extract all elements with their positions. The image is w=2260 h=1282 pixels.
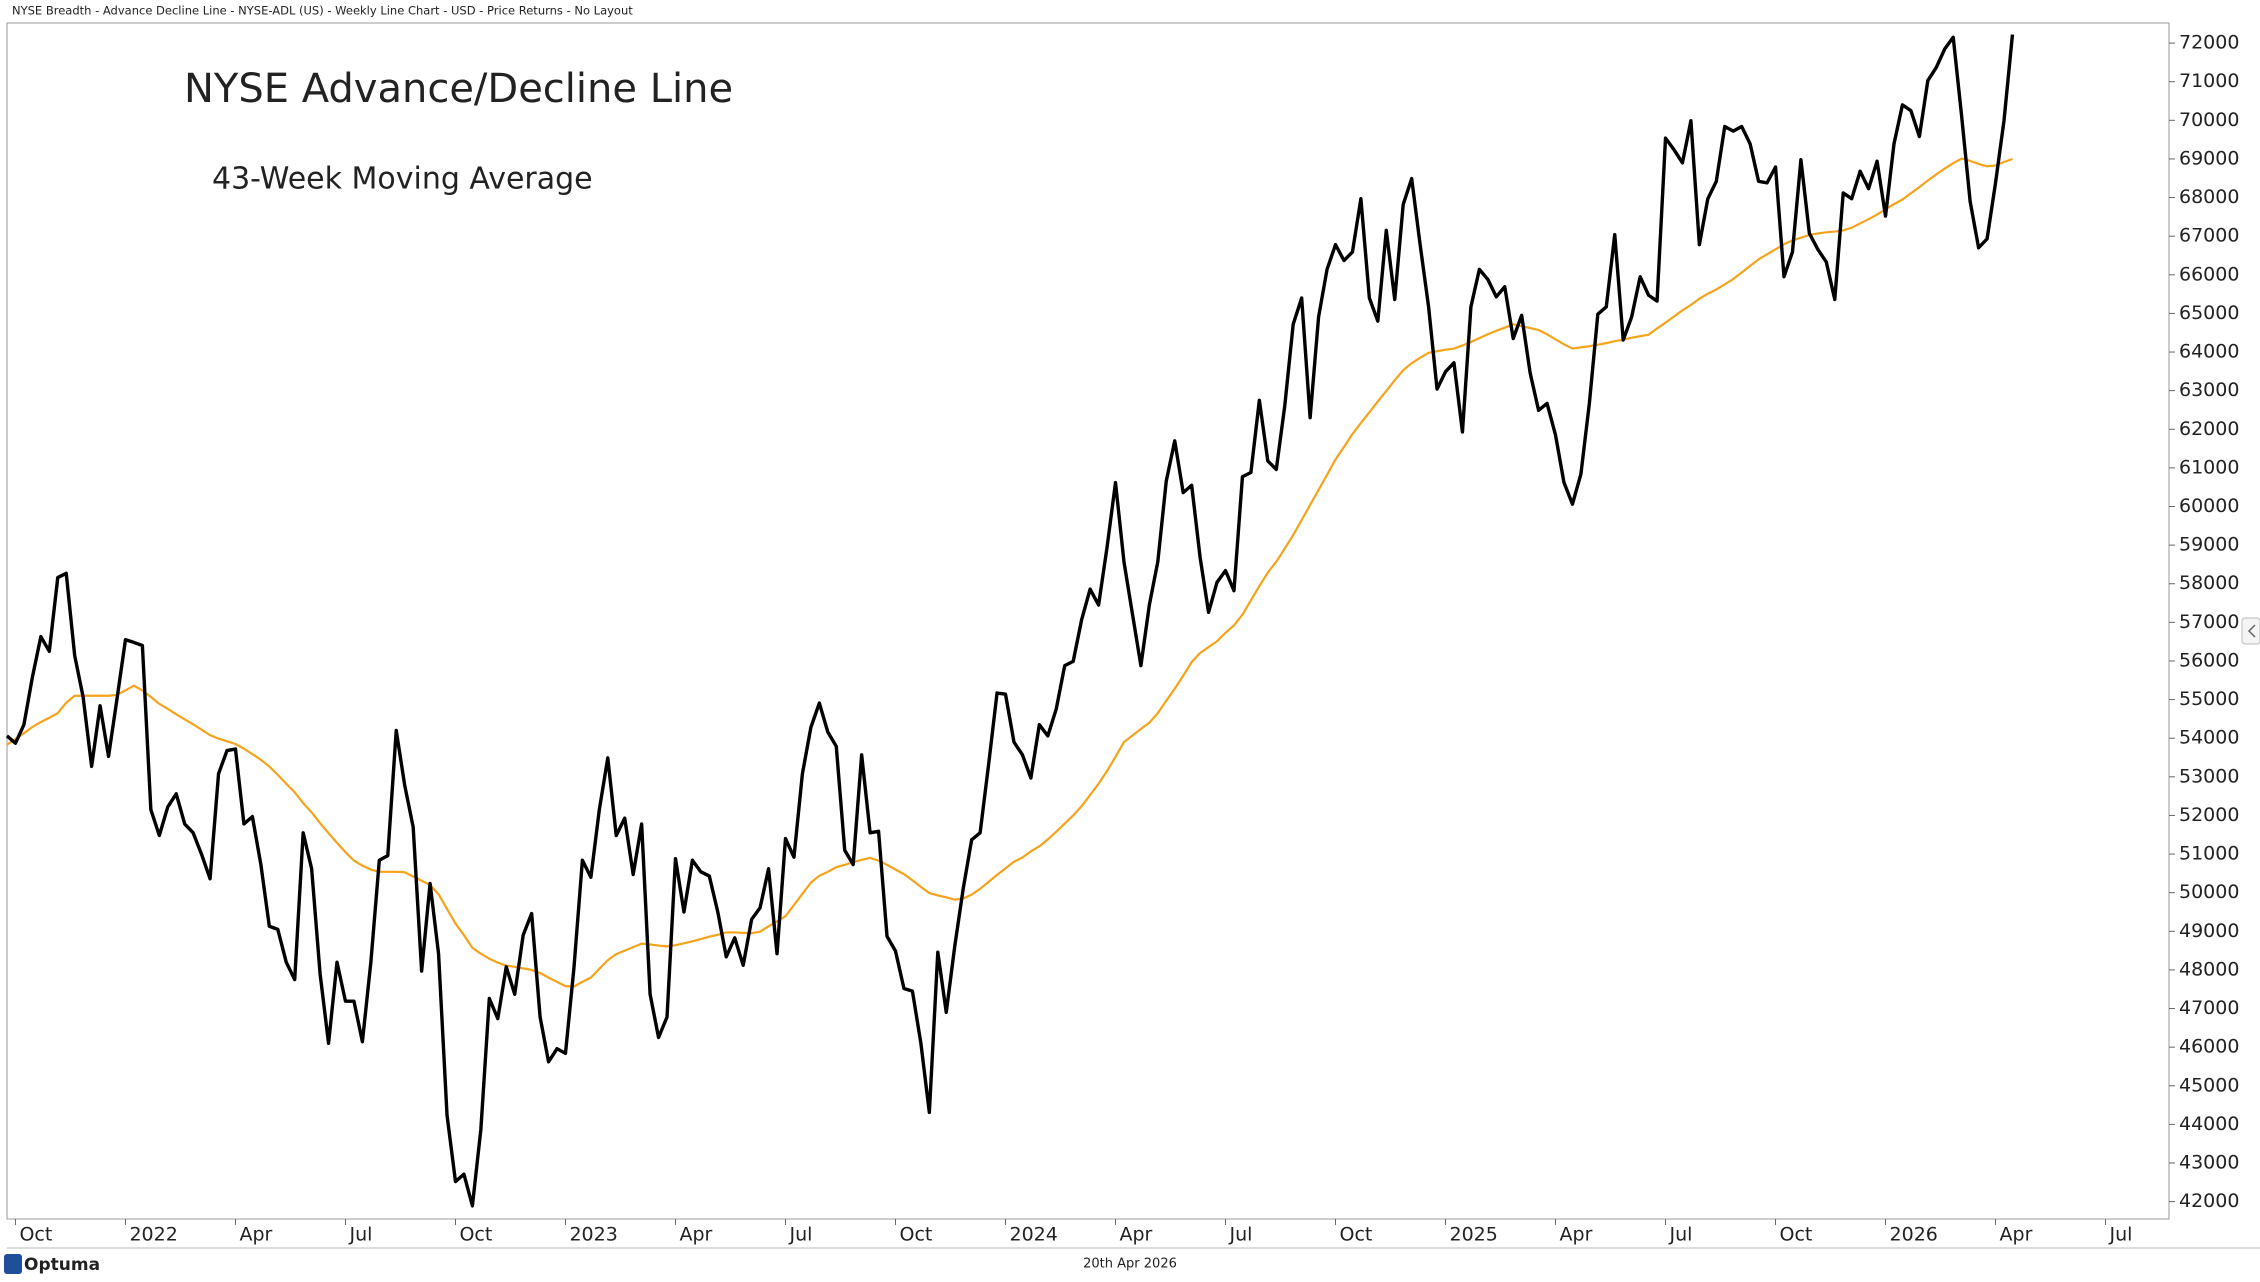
y-tick-label: 45000 <box>2179 1074 2239 1096</box>
x-tick-label: Apr <box>2000 1224 2033 1246</box>
y-tick-label: 47000 <box>2179 997 2239 1019</box>
y-tick-label: 58000 <box>2179 572 2239 594</box>
series-line <box>6 157 2013 988</box>
y-tick-label: 72000 <box>2179 32 2239 54</box>
x-tick-label: Apr <box>239 1224 272 1246</box>
series-line <box>5 34 2015 1208</box>
x-tick-label: 2022 <box>129 1224 177 1246</box>
y-tick-label: 44000 <box>2179 1113 2239 1135</box>
y-tick-label: 42000 <box>2179 1190 2239 1212</box>
y-tick-label: 48000 <box>2179 958 2239 980</box>
x-tick-label: Oct <box>19 1224 52 1246</box>
y-tick-label: 68000 <box>2179 186 2239 208</box>
y-tick-label: 57000 <box>2179 611 2239 633</box>
y-tick-label: 71000 <box>2179 70 2239 92</box>
side-tab[interactable] <box>2241 617 2260 645</box>
x-tick-label: Jul <box>1229 1224 1253 1246</box>
y-tick-label: 66000 <box>2179 263 2239 285</box>
side-tab-arrow <box>2247 624 2256 638</box>
y-tick-label: 52000 <box>2179 804 2239 826</box>
x-tick-label: Oct <box>899 1224 932 1246</box>
x-tick-label: Jul <box>1669 1224 1693 1246</box>
brand-logo <box>4 1254 22 1274</box>
x-tick-label: Apr <box>1560 1224 1593 1246</box>
y-tick-label: 60000 <box>2179 495 2239 517</box>
x-tick-label: Oct <box>459 1224 492 1246</box>
x-tick-label: Oct <box>1340 1224 1373 1246</box>
y-tick-label: 56000 <box>2179 649 2239 671</box>
x-tick-label: Apr <box>1120 1224 1153 1246</box>
x-tick-label: Apr <box>679 1224 712 1246</box>
y-tick-label: 63000 <box>2179 379 2239 401</box>
x-tick-label: Jul <box>348 1224 372 1246</box>
x-tick-label: Oct <box>1780 1224 1813 1246</box>
y-tick-label: 62000 <box>2179 418 2239 440</box>
brand: Optuma <box>24 1255 100 1275</box>
y-tick-label: 51000 <box>2179 843 2239 865</box>
y-tick-label: 64000 <box>2179 341 2239 363</box>
legend-entry: 43-Week Moving Average <box>212 162 593 197</box>
x-tick-label: 2023 <box>569 1224 617 1246</box>
y-tick-label: 61000 <box>2179 456 2239 478</box>
x-tick-label: 2024 <box>1009 1224 1057 1246</box>
y-tick-label: 67000 <box>2179 225 2239 247</box>
chart-title: NYSE Advance/Decline Line <box>184 66 733 112</box>
date: 20th Apr 2026 <box>1083 1257 1177 1272</box>
y-tick-label: 54000 <box>2179 727 2239 749</box>
y-tick-label: 43000 <box>2179 1152 2239 1174</box>
y-tick-label: 65000 <box>2179 302 2239 324</box>
y-tick-label: 59000 <box>2179 534 2239 556</box>
x-tick-label: 2026 <box>1890 1224 1938 1246</box>
x-tick-label: 2025 <box>1450 1224 1498 1246</box>
y-tick-label: 53000 <box>2179 765 2239 787</box>
y-tick-label: 55000 <box>2179 688 2239 710</box>
y-tick-label: 69000 <box>2179 147 2239 169</box>
x-tick-label: Jul <box>788 1224 812 1246</box>
x-tick-label: Jul <box>2109 1224 2133 1246</box>
plot-frame <box>6 22 2170 1220</box>
y-tick-label: 46000 <box>2179 1036 2239 1058</box>
header: NYSE Breadth - Advance Decline Line - NY… <box>12 4 633 18</box>
y-tick-label: 70000 <box>2179 109 2239 131</box>
y-tick-label: 49000 <box>2179 920 2239 942</box>
y-tick-label: 50000 <box>2179 881 2239 903</box>
